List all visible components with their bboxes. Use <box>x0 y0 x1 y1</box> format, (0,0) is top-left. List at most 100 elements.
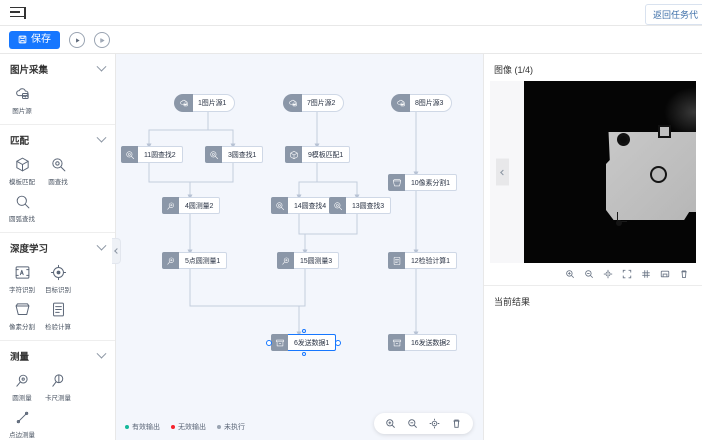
segment-icon <box>388 174 405 191</box>
sidebar-group-0: 图片采集 图片源 <box>0 54 115 125</box>
flow-node-label: 15圆测量3 <box>294 252 340 269</box>
sidebar-group-title: 测量 <box>10 352 30 363</box>
legend-label: 未执行 <box>224 424 245 431</box>
sidebar-item-像素分割[interactable]: 像素分割 <box>4 297 40 334</box>
fit-view-icon[interactable] <box>603 269 613 279</box>
image-panel-title: 图像 (1/4) <box>494 65 534 75</box>
flow-node-n11[interactable]: 11圆查找2 <box>121 146 183 163</box>
sidebar-item-label: 圆查找 <box>48 179 68 186</box>
action-toolbar: 保存 <box>0 26 702 54</box>
sidebar-group-items: 图片源 <box>0 81 115 118</box>
save-button-label: 保存 <box>31 33 51 45</box>
circle-measure-icon <box>14 372 31 389</box>
save-image-icon[interactable] <box>660 269 670 279</box>
sidebar-group-header-3[interactable]: 测量 <box>0 341 115 368</box>
cloud-image-icon <box>14 85 31 102</box>
zoom-in-icon[interactable] <box>385 418 396 429</box>
flow-node-n12[interactable]: 12检验计算1 <box>388 252 457 269</box>
sidebar-item-label: 字符识别 <box>9 287 35 294</box>
flow-node-label: 3圆查找1 <box>222 146 264 163</box>
chevron-down-icon <box>96 132 107 143</box>
circle-measure-icon <box>162 197 179 214</box>
flow-node-n5[interactable]: 5点圆测量1 <box>162 252 228 269</box>
arc-search-icon <box>14 193 31 210</box>
hamburger-icon[interactable] <box>10 6 26 19</box>
sidebar-item-图片源[interactable]: 图片源 <box>4 81 40 118</box>
flow-node-n15[interactable]: 15圆测量3 <box>277 252 340 269</box>
flow-canvas[interactable]: 1图片源1 7图片源2 8图片源3 11圆查找2 3圆查找1 9模板匹配1 10像素分割1 4… <box>116 54 483 440</box>
zoom-out-icon[interactable] <box>407 418 418 429</box>
flow-node-n3[interactable]: 3圆查找1 <box>205 146 264 163</box>
send-data-icon <box>271 334 288 351</box>
flow-node-label: 14圆查找4 <box>288 197 334 214</box>
zoom-in-icon[interactable] <box>565 269 575 279</box>
fullscreen-icon[interactable] <box>622 269 632 279</box>
point-edge-measure-icon <box>14 409 31 426</box>
grid-icon[interactable] <box>641 269 651 279</box>
save-button[interactable]: 保存 <box>9 30 60 49</box>
segment-icon <box>14 301 31 318</box>
image-viewer[interactable] <box>490 81 696 263</box>
canvas-toolbar <box>374 413 473 434</box>
sidebar-item-圆弧查找[interactable]: 圆弧查找 <box>4 189 40 226</box>
circle-search-icon <box>271 197 288 214</box>
sidebar-item-检验计算[interactable]: 检验计算 <box>40 297 76 334</box>
flow-node-label: 8图片源3 <box>410 94 453 112</box>
zoom-out-icon[interactable] <box>584 269 594 279</box>
sidebar-group-header-1[interactable]: 匹配 <box>0 125 115 152</box>
calc-icon <box>388 252 405 269</box>
node-handle-top[interactable] <box>301 329 306 333</box>
sidebar-collapse-handle[interactable] <box>112 238 121 264</box>
delete-icon[interactable] <box>451 418 462 429</box>
sidebar-item-点边测量[interactable]: 点边测量 <box>4 405 40 440</box>
back-to-task-button[interactable]: 返回任务代 <box>644 4 702 25</box>
flow-node-label: 1图片源1 <box>193 94 236 112</box>
chevron-down-icon <box>96 348 107 359</box>
flow-node-n4[interactable]: 4圆测量2 <box>162 197 221 214</box>
run-button[interactable] <box>69 31 85 48</box>
flow-node-label: 6发送数据1 <box>288 334 337 351</box>
sidebar-group-items: 字符识别 目标识别 像素分割 检验计算 <box>0 260 115 334</box>
tool-sidebar[interactable]: 图片采集 图片源 匹配 模板匹配 圆查找 圆弧查找 深度学习 字符识别 目标识别 像素分割 检验计算… <box>0 54 116 440</box>
flow-node-n8[interactable]: 8图片源3 <box>391 94 453 112</box>
flow-node-label: 11圆查找2 <box>138 146 183 163</box>
sidebar-item-字符识别[interactable]: 字符识别 <box>4 260 40 297</box>
sidebar-item-模板匹配[interactable]: 模板匹配 <box>4 152 40 189</box>
save-icon <box>18 35 27 44</box>
flow-node-n16[interactable]: 16发送数据2 <box>388 334 457 351</box>
sidebar-group-header-0[interactable]: 图片采集 <box>0 54 115 81</box>
top-bar: 返回任务代 <box>0 0 702 26</box>
flow-node-n6[interactable]: 6发送数据1 <box>265 329 342 356</box>
delete-icon[interactable] <box>679 269 689 279</box>
flow-node-label: 5点圆测量1 <box>179 252 228 269</box>
flow-node-n9[interactable]: 9模板匹配1 <box>285 146 351 163</box>
sidebar-group-header-2[interactable]: 深度学习 <box>0 233 115 260</box>
flow-edges <box>146 112 419 337</box>
sidebar-item-label: 点边测量 <box>9 432 35 439</box>
sidebar-group-items: 圆测量 卡尺测量点边测量 <box>0 368 115 440</box>
cube-icon <box>285 146 302 163</box>
sidebar-item-卡尺测量[interactable]: 卡尺测量 <box>40 368 76 405</box>
flow-node-n13[interactable]: 13圆查找3 <box>329 197 392 214</box>
flow-node-label: 4圆测量2 <box>179 197 221 214</box>
cloud-image-icon <box>174 94 193 112</box>
run-once-button[interactable] <box>94 31 110 48</box>
chevron-down-icon <box>96 61 107 72</box>
sidebar-item-圆查找[interactable]: 圆查找 <box>40 152 76 189</box>
sidebar-group-3: 测量圆测量 卡尺测量点边测量 <box>0 341 115 440</box>
sidebar-group-items: 模板匹配 圆查找圆弧查找 <box>0 152 115 226</box>
flow-node-n1[interactable]: 1图片源1 <box>174 94 236 112</box>
flow-node-n7[interactable]: 7图片源2 <box>283 94 345 112</box>
circle-search-icon <box>329 197 346 214</box>
flow-node-n14[interactable]: 14圆查找4 <box>271 197 334 214</box>
fit-view-icon[interactable] <box>429 418 440 429</box>
sidebar-item-圆测量[interactable]: 圆测量 <box>4 368 40 405</box>
flow-node-label: 12检验计算1 <box>405 252 457 269</box>
sidebar-item-目标识别[interactable]: 目标识别 <box>40 260 76 297</box>
node-handle-bottom[interactable] <box>301 352 306 356</box>
cloud-image-icon <box>391 94 410 112</box>
flow-node-n10[interactable]: 10像素分割1 <box>388 174 457 191</box>
previous-image-button[interactable] <box>496 158 509 186</box>
sidebar-group-2: 深度学习 字符识别 目标识别 像素分割 检验计算 <box>0 233 115 341</box>
